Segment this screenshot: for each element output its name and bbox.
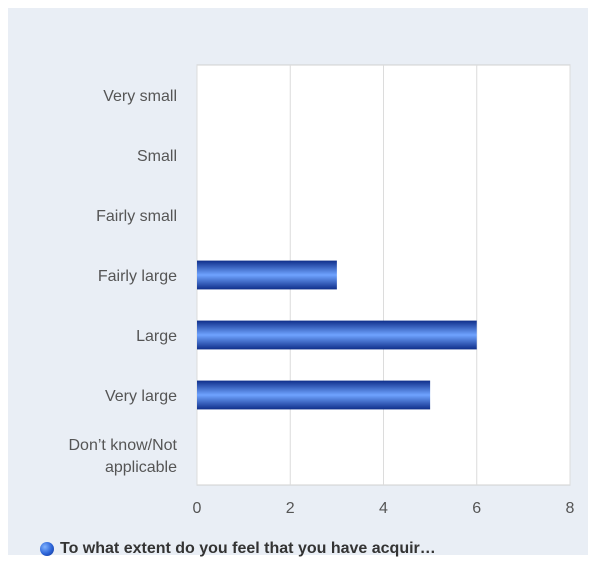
category-label: Large bbox=[136, 328, 177, 345]
category-label: Very large bbox=[105, 388, 177, 405]
category-label: Small bbox=[137, 148, 177, 165]
bar[interactable] bbox=[197, 320, 477, 350]
bars bbox=[197, 260, 477, 410]
category-label: Fairly small bbox=[96, 208, 177, 225]
x-tick-labels: 0 2 4 6 8 bbox=[193, 500, 575, 517]
category-label: Fairly large bbox=[98, 268, 177, 285]
x-tick-label: 4 bbox=[379, 500, 388, 517]
category-label: Very small bbox=[103, 88, 177, 105]
x-tick-label: 2 bbox=[286, 500, 295, 517]
category-labels: Very small Small Fairly small Fairly large L… bbox=[69, 88, 178, 476]
category-label: Don’t know/Not applicable bbox=[69, 437, 178, 476]
legend[interactable]: To what extent do you feel that you have… bbox=[40, 538, 596, 560]
x-tick-label: 6 bbox=[472, 500, 481, 517]
bar[interactable] bbox=[197, 260, 337, 290]
bar[interactable] bbox=[197, 380, 431, 410]
legend-label: To what extent do you feel that you have… bbox=[60, 540, 436, 557]
x-tick-label: 0 bbox=[193, 500, 202, 517]
legend-marker-icon bbox=[40, 542, 54, 556]
x-tick-label: 8 bbox=[566, 500, 575, 517]
